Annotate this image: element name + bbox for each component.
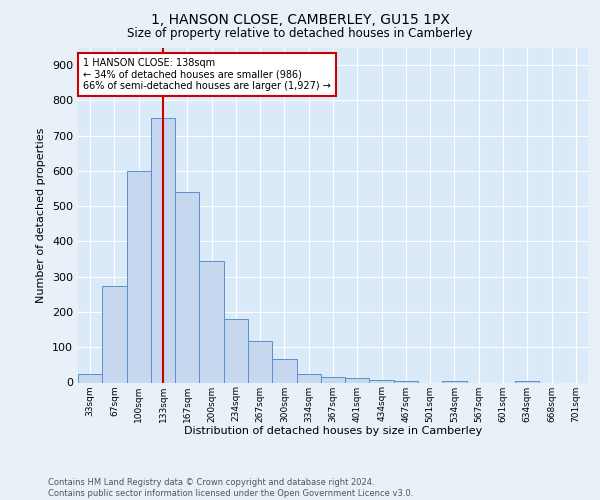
Bar (175, 192, 199, 382)
Bar (78, 374, 102, 382)
Bar (248, 341, 272, 382)
Bar (199, 261, 224, 382)
Bar (102, 286, 127, 382)
Y-axis label: Number of detached properties: Number of detached properties (37, 128, 46, 302)
Text: 1 HANSON CLOSE: 138sqm
← 34% of detached houses are smaller (986)
66% of semi-de: 1 HANSON CLOSE: 138sqm ← 34% of detached… (83, 58, 331, 91)
Bar (296, 374, 321, 382)
Bar (442, 380, 467, 382)
Bar (394, 380, 418, 382)
Bar (151, 118, 175, 382)
Text: 1, HANSON CLOSE, CAMBERLEY, GU15 1PX: 1, HANSON CLOSE, CAMBERLEY, GU15 1PX (151, 12, 449, 26)
Bar (515, 380, 539, 382)
Bar (321, 377, 345, 382)
X-axis label: Distribution of detached houses by size in Camberley: Distribution of detached houses by size … (184, 426, 482, 436)
Text: Contains HM Land Registry data © Crown copyright and database right 2024.
Contai: Contains HM Land Registry data © Crown c… (48, 478, 413, 498)
Bar (224, 319, 248, 382)
Bar (370, 380, 394, 382)
Text: Size of property relative to detached houses in Camberley: Size of property relative to detached ho… (127, 28, 473, 40)
Bar (345, 378, 370, 382)
Bar (272, 358, 296, 382)
Bar (127, 171, 151, 382)
